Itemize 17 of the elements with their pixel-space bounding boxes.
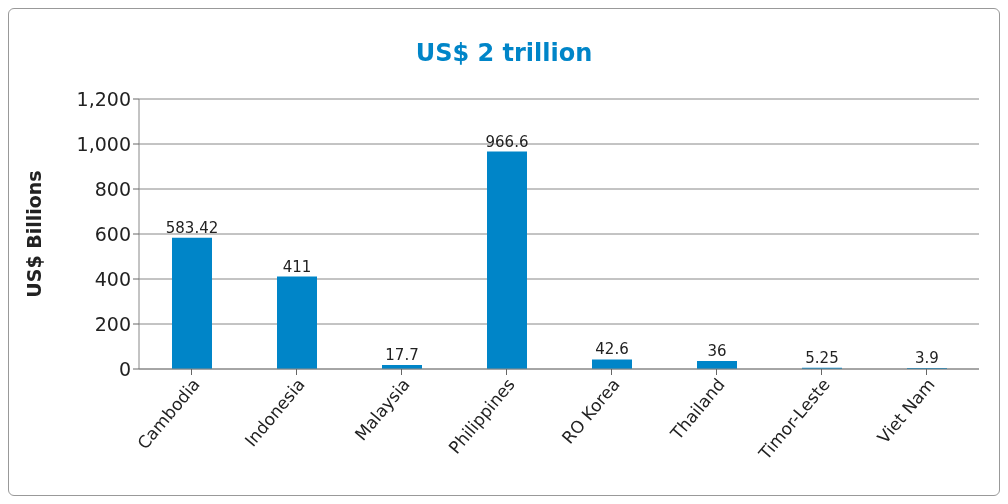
data-label: 3.9 (915, 349, 939, 368)
y-tick-label: 200 (94, 312, 131, 335)
data-label: 966.6 (485, 132, 529, 151)
y-tick-label: 400 (94, 267, 131, 290)
y-tick-label: 1,200 (76, 87, 131, 110)
data-label: 17.7 (385, 346, 419, 365)
y-axis-title: US$ Billions (22, 170, 45, 298)
y-tick-label: 0 (118, 357, 131, 380)
y-tick-label: 1,000 (76, 132, 131, 155)
data-label: 5.25 (805, 348, 839, 367)
data-label: 42.6 (595, 340, 629, 359)
data-label: 36 (707, 341, 727, 360)
y-tick-label: 800 (94, 177, 131, 200)
y-tick-label: 600 (94, 222, 131, 245)
chart-title: US$ 2 trillion (414, 39, 594, 67)
data-label: 411 (282, 257, 312, 276)
data-label: 583.42 (165, 218, 219, 237)
